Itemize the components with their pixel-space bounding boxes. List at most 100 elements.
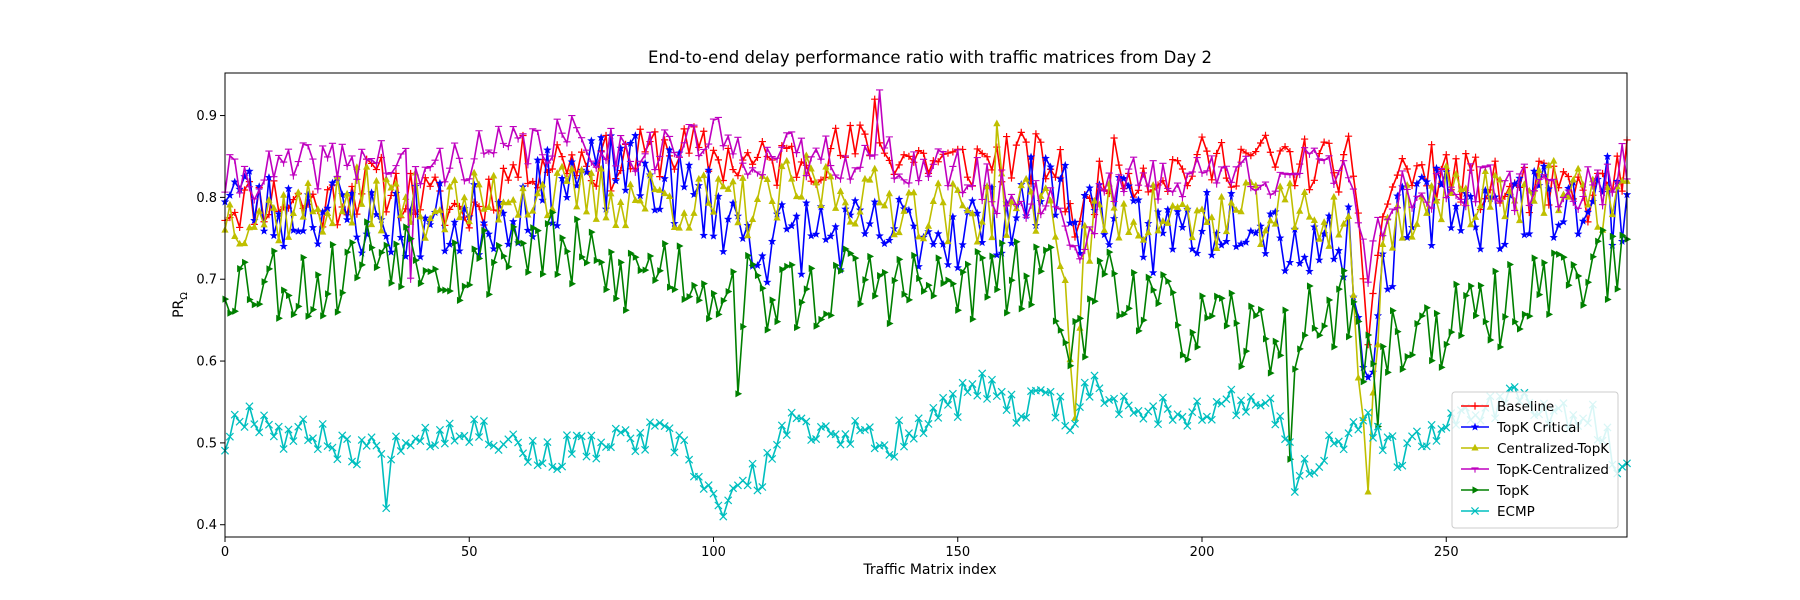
- data-point: [455, 213, 464, 221]
- data-point: [314, 205, 322, 212]
- data-point: [758, 174, 766, 180]
- data-point: [773, 213, 781, 221]
- data-point: [1086, 226, 1094, 232]
- data-point: [1110, 200, 1118, 207]
- data-point: [401, 438, 410, 448]
- data-point: [724, 496, 733, 505]
- data-point: [377, 226, 385, 234]
- data-point: [1061, 276, 1069, 284]
- data-point: [1393, 171, 1401, 179]
- data-point: [783, 132, 791, 138]
- data-point: [1114, 410, 1123, 419]
- data-point: [421, 213, 430, 222]
- data-point: [441, 225, 449, 233]
- data-point: [1412, 427, 1421, 436]
- data-point: [422, 266, 430, 275]
- data-point: [1012, 141, 1020, 149]
- data-point: [675, 223, 683, 231]
- data-point: [1389, 307, 1397, 315]
- data-point: [427, 267, 435, 276]
- data-point: [1105, 395, 1114, 405]
- data-point: [452, 239, 459, 247]
- data-point: [485, 149, 493, 155]
- data-point: [818, 315, 826, 324]
- data-point: [1588, 197, 1597, 206]
- data-point: [651, 185, 659, 193]
- data-point: [1266, 193, 1274, 199]
- data-point: [275, 236, 283, 244]
- data-point: [997, 387, 1006, 396]
- data-point: [1432, 163, 1441, 172]
- data-point: [803, 285, 811, 293]
- data-point: [299, 415, 308, 424]
- data-point: [1106, 248, 1114, 256]
- y-tick-label: 0.5: [196, 436, 217, 451]
- data-point: [1194, 343, 1202, 351]
- data-point: [245, 223, 254, 231]
- data-point: [367, 220, 376, 228]
- data-point: [836, 440, 845, 449]
- data-point: [978, 198, 986, 205]
- data-point: [960, 268, 967, 276]
- data-point: [563, 141, 571, 147]
- data-point: [618, 258, 625, 266]
- data-point: [529, 177, 537, 186]
- data-point: [652, 276, 660, 285]
- data-point: [959, 191, 967, 198]
- data-point: [885, 450, 894, 459]
- data-point: [1134, 184, 1143, 190]
- data-point: [323, 156, 332, 162]
- data-point: [554, 270, 562, 279]
- data-point: [260, 411, 269, 420]
- data-point: [758, 482, 767, 492]
- data-point: [573, 127, 581, 133]
- data-point: [719, 145, 727, 151]
- data-point: [1291, 223, 1299, 230]
- data-point: [1051, 173, 1060, 181]
- data-point: [821, 235, 831, 244]
- data-point: [773, 157, 781, 163]
- data-point: [667, 283, 674, 291]
- data-point: [1241, 407, 1250, 416]
- data-point: [909, 434, 918, 443]
- data-point: [949, 165, 957, 172]
- data-point: [919, 158, 928, 164]
- legend-label-baseline: Baseline: [1497, 399, 1554, 415]
- data-point: [1296, 172, 1304, 179]
- data-point: [509, 196, 517, 203]
- data-point: [1267, 369, 1275, 377]
- data-point: [1456, 226, 1466, 235]
- data-point: [1316, 331, 1324, 339]
- data-point: [979, 254, 987, 262]
- data-point: [1090, 196, 1099, 204]
- data-point: [290, 310, 298, 319]
- data-point: [382, 231, 391, 240]
- data-point: [231, 208, 239, 217]
- data-point: [1344, 429, 1353, 438]
- data-point: [617, 134, 625, 141]
- data-point: [431, 159, 439, 165]
- data-point: [704, 165, 713, 174]
- data-point: [1413, 162, 1421, 170]
- data-point: [725, 287, 733, 296]
- data-point: [861, 130, 869, 138]
- data-point: [1246, 226, 1256, 235]
- data-point: [289, 225, 298, 234]
- data-point: [915, 146, 923, 155]
- data-point: [388, 279, 396, 287]
- data-point: [1139, 252, 1148, 261]
- data-point: [1018, 305, 1026, 313]
- data-point: [450, 217, 459, 226]
- data-point: [1452, 193, 1460, 200]
- data-point: [470, 158, 478, 164]
- data-point: [621, 221, 630, 229]
- data-point: [294, 160, 302, 167]
- data-point: [1193, 157, 1201, 163]
- data-point: [354, 274, 362, 282]
- data-point: [260, 179, 268, 185]
- data-point: [685, 223, 693, 231]
- data-point: [1087, 295, 1094, 303]
- data-point: [281, 286, 288, 294]
- data-point: [435, 425, 444, 434]
- data-point: [743, 481, 752, 490]
